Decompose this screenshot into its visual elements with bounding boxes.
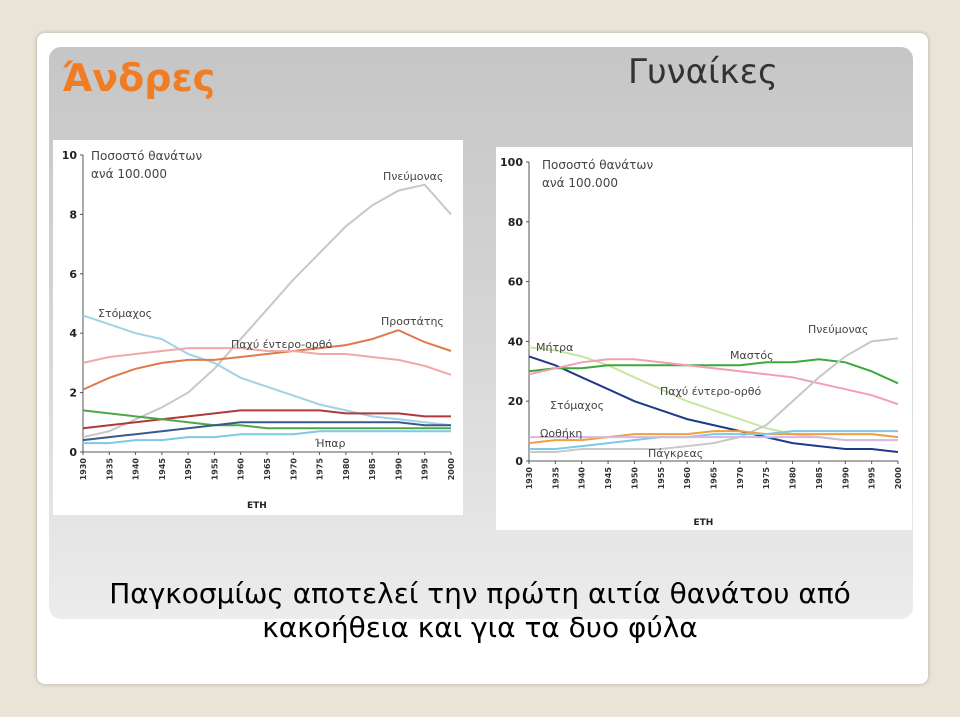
women-title: Γυναίκες — [628, 52, 778, 92]
series-line-4 — [529, 337, 899, 453]
series-label-2: Προστάτης — [381, 315, 444, 328]
x-tick-label: 1955 — [210, 458, 219, 481]
x-tick-label: 2000 — [447, 458, 456, 481]
y-tick-label: 8 — [69, 208, 77, 221]
series-line-3 — [82, 347, 452, 376]
series-label-5: Ωοθήκη — [540, 427, 582, 440]
series-label-4: Πνεύμονας — [808, 323, 868, 336]
y-axis-label-line1: Ποσοστό θανάτων — [542, 158, 653, 172]
x-tick-label: 2000 — [894, 467, 903, 490]
series-label-3: Παχύ έντερο-ορθό — [660, 385, 762, 398]
series-line-2 — [82, 329, 452, 391]
series-line-1 — [82, 314, 452, 427]
series-line-3 — [528, 358, 899, 406]
series-line-1 — [528, 355, 899, 453]
series-line-2 — [528, 358, 899, 385]
women-chart-svg: 0 20 40 60 80 100 1930 1935 1940 1945 1950 1955 1960… — [500, 156, 903, 528]
x-tick-label: 1940 — [132, 458, 141, 481]
y-axis-label-line1: Ποσοστό θανάτων — [91, 149, 202, 163]
y-axis-label-line2: ανά 100.000 — [542, 176, 618, 190]
series-label-6: Πάγκρεας — [648, 447, 703, 460]
x-tick-label: 1950 — [630, 467, 639, 490]
series-label-6: Ήπαρ — [314, 437, 345, 450]
x-tick-label: 1995 — [868, 467, 877, 490]
caption-line-1: Παγκοσμίως αποτελεί την πρώτη αιτία θανά… — [109, 577, 851, 610]
y-tick-label: 40 — [508, 335, 524, 348]
x-tick-label: 1930 — [79, 458, 88, 481]
x-tick-label: 1940 — [578, 467, 587, 490]
series-line-6 — [82, 421, 451, 442]
series-line-5 — [82, 409, 451, 430]
series-label-0: Μήτρα — [536, 341, 573, 354]
y-tick-label: 4 — [69, 327, 77, 340]
series-label-1: Στόμαχος — [550, 399, 604, 412]
x-axis-label: ETH — [694, 518, 714, 528]
x-tick-label: 1945 — [158, 458, 167, 481]
x-tick-label: 1945 — [604, 467, 613, 490]
y-tick-label: 2 — [69, 387, 77, 400]
y-tick-label: 10 — [62, 149, 78, 162]
men-chart-svg: 0 2 4 6 8 10 1930 1935 1940 1945 1950 1955 1960 1965 1… — [62, 149, 456, 511]
y-tick-label: 80 — [508, 216, 524, 229]
x-tick-label: 1995 — [421, 458, 430, 481]
x-tick-label: 1990 — [394, 458, 403, 481]
x-tick-label: 1950 — [184, 458, 193, 481]
caption: Παγκοσμίως αποτελεί την πρώτη αιτία θανά… — [40, 577, 920, 645]
series-line-5 — [528, 430, 899, 445]
x-tick-label: 1965 — [710, 467, 719, 490]
series-label-1: Στόμαχος — [98, 307, 152, 320]
y-tick-label: 0 — [515, 455, 523, 468]
x-tick-label: 1970 — [289, 458, 298, 481]
x-tick-label: 1970 — [736, 467, 745, 490]
y-tick-label: 20 — [508, 395, 524, 408]
y-tick-label: 100 — [500, 156, 523, 169]
x-tick-label: 1955 — [657, 467, 666, 490]
series-line-0 — [82, 183, 452, 439]
series-label-3: Παχύ έντερο-ορθό — [231, 338, 333, 351]
x-tick-label: 1975 — [762, 467, 771, 490]
y-tick-label: 0 — [69, 446, 77, 459]
caption-line-2: κακοήθεια και για τα δυο φύλα — [262, 611, 698, 644]
series-line-6 — [529, 430, 898, 450]
x-axis-label: ETH — [247, 501, 267, 511]
x-tick-label: 1965 — [263, 458, 272, 481]
y-tick-label: 60 — [508, 276, 524, 289]
x-tick-label: 1980 — [789, 467, 798, 490]
x-tick-label: 1980 — [342, 458, 351, 481]
women-chart: 0 20 40 60 80 100 1930 1935 1940 1945 1950 1955 1960… — [496, 147, 912, 530]
x-tick-label: 1990 — [841, 467, 850, 490]
x-tick-label: 1935 — [105, 458, 114, 481]
series-label-2: Μαστός — [730, 349, 774, 362]
x-tick-label: 1975 — [316, 458, 325, 481]
men-title: Άνδρες — [62, 56, 216, 100]
y-axis-label-line2: ανά 100.000 — [91, 167, 167, 181]
x-tick-label: 1985 — [368, 458, 377, 481]
men-chart: 0 2 4 6 8 10 1930 1935 1940 1945 1950 1955 1960 1965 1… — [53, 140, 463, 515]
x-tick-label: 1985 — [815, 467, 824, 490]
series-label-0: Πνεύμονας — [383, 170, 443, 183]
y-tick-label: 6 — [69, 268, 77, 281]
x-tick-label: 1960 — [683, 467, 692, 490]
x-tick-label: 1960 — [237, 458, 246, 481]
x-tick-label: 1930 — [525, 467, 534, 490]
series-line-7 — [529, 436, 898, 442]
series-line-7 — [83, 430, 451, 445]
x-tick-label: 1935 — [551, 467, 560, 490]
series-line-4 — [82, 409, 451, 430]
